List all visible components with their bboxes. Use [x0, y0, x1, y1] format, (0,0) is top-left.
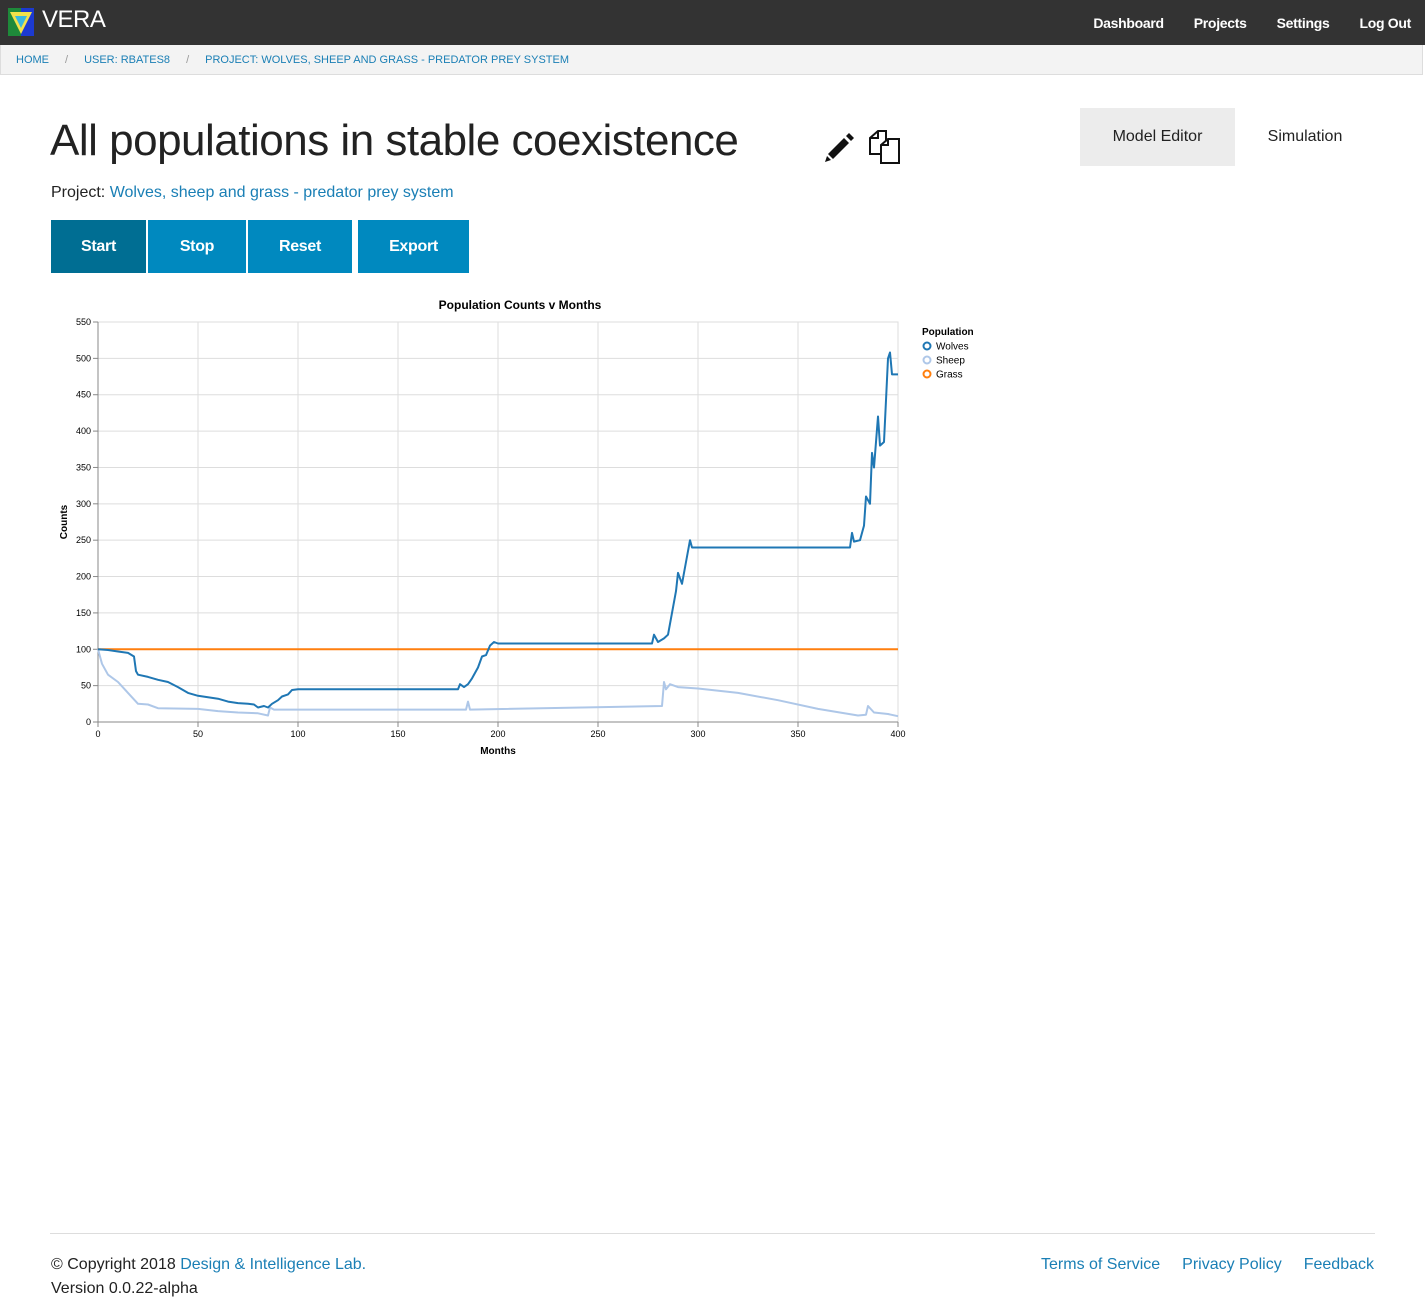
- y-tick-label: 450: [76, 390, 91, 400]
- footer-links: Terms of Service Privacy Policy Feedback: [1019, 1256, 1374, 1274]
- breadcrumb-separator: /: [65, 53, 69, 66]
- y-tick-label: 400: [76, 426, 91, 436]
- y-tick-label: 0: [86, 717, 91, 727]
- terms-link[interactable]: Terms of Service: [1041, 1256, 1161, 1273]
- simulation-controls: Start Stop Reset Export: [51, 220, 471, 273]
- project-link[interactable]: Wolves, sheep and grass - predator prey …: [109, 184, 454, 201]
- chart-grid: [97, 321, 899, 723]
- copy-icon[interactable]: [866, 130, 902, 164]
- legend-symbol-grass: [922, 369, 932, 379]
- chart-axes: 0 50 100 150 200 250 300 350 400 0 50 100 150 200 250 3…: [76, 317, 906, 739]
- series-line-wolves: [97, 351, 898, 709]
- legend-label-sheep: Sheep: [936, 356, 965, 367]
- breadcrumb-home[interactable]: HOME: [16, 53, 49, 66]
- breadcrumb-user[interactable]: USER: RBATES8: [84, 53, 171, 66]
- nav-dashboard[interactable]: Dashboard: [1093, 14, 1164, 31]
- vera-logo-icon[interactable]: [8, 8, 34, 36]
- chart-legend: Population Wolves Sheep Grass: [922, 327, 974, 381]
- pencil-icon[interactable]: [822, 130, 856, 164]
- tab-model-editor[interactable]: Model Editor: [1080, 108, 1235, 166]
- y-tick-label: 200: [76, 572, 91, 582]
- y-tick-label: 100: [76, 644, 91, 654]
- chart-title: Population Counts v Months: [439, 298, 602, 312]
- x-tick-label: 0: [95, 729, 100, 739]
- breadcrumb-separator: /: [186, 53, 190, 66]
- legend-title: Population: [922, 327, 974, 338]
- y-tick-label: 50: [81, 681, 91, 691]
- x-tick-label: 400: [890, 729, 905, 739]
- x-tick-label: 250: [590, 729, 605, 739]
- stop-button[interactable]: Stop: [148, 220, 246, 273]
- breadcrumb-project[interactable]: PROJECT: WOLVES, SHEEP AND GRASS - PREDA…: [205, 53, 570, 66]
- x-tick-label: 100: [290, 729, 305, 739]
- legend-label-wolves: Wolves: [936, 342, 969, 353]
- y-tick-label: 500: [76, 353, 91, 363]
- y-axis-label: Counts: [59, 504, 70, 539]
- org-link[interactable]: Design & Intelligence Lab.: [180, 1256, 367, 1273]
- view-tabs: Model Editor Simulation: [1080, 108, 1375, 166]
- copyright-text: © Copyright 2018: [51, 1256, 176, 1273]
- series-line-sheep: [97, 649, 899, 718]
- export-button[interactable]: Export: [358, 220, 469, 273]
- copyright: © Copyright 2018 Design & Intelligence L…: [51, 1256, 366, 1274]
- tab-simulation[interactable]: Simulation: [1267, 128, 1343, 145]
- nav-logout[interactable]: Log Out: [1359, 14, 1411, 31]
- chart-lines: [97, 351, 899, 718]
- start-button[interactable]: Start: [51, 220, 146, 273]
- nav-projects[interactable]: Projects: [1193, 14, 1247, 31]
- brand-name[interactable]: VERA: [42, 6, 106, 33]
- x-tick-label: 150: [390, 729, 405, 739]
- x-tick-label: 350: [790, 729, 805, 739]
- project-line: Project: Wolves, sheep and grass - preda…: [51, 184, 454, 202]
- x-tick-label: 300: [690, 729, 705, 739]
- population-chart: 0 50 100 150 200 250 300 350 400 0 50 100 150 200 250 3…: [59, 298, 974, 757]
- version-text: Version 0.0.22-alpha: [51, 1280, 198, 1297]
- top-navbar: VERA Dashboard Projects Settings Log Out: [0, 0, 1425, 45]
- main-nav: Dashboard Projects Settings Log Out: [1063, 0, 1411, 45]
- x-tick-label: 200: [490, 729, 505, 739]
- y-tick-label: 350: [76, 462, 91, 472]
- page-title: All populations in stable coexistence: [50, 116, 739, 165]
- privacy-link[interactable]: Privacy Policy: [1182, 1256, 1282, 1273]
- y-tick-label: 300: [76, 499, 91, 509]
- reset-button[interactable]: Reset: [248, 220, 352, 273]
- y-tick-label: 150: [76, 608, 91, 618]
- project-label: Project:: [51, 184, 106, 201]
- footer-divider: [50, 1233, 1375, 1234]
- legend-symbol-sheep: [922, 355, 932, 365]
- legend-label-grass: Grass: [936, 370, 963, 381]
- feedback-link[interactable]: Feedback: [1303, 1256, 1374, 1273]
- y-tick-label: 550: [76, 317, 91, 327]
- x-tick-label: 50: [193, 729, 203, 739]
- y-tick-label: 250: [76, 535, 91, 545]
- breadcrumb: HOME / USER: RBATES8 / PROJECT: WOLVES, …: [0, 45, 1423, 75]
- nav-settings[interactable]: Settings: [1276, 14, 1330, 31]
- x-axis-label: Months: [480, 746, 516, 757]
- legend-symbol-wolves: [922, 341, 932, 351]
